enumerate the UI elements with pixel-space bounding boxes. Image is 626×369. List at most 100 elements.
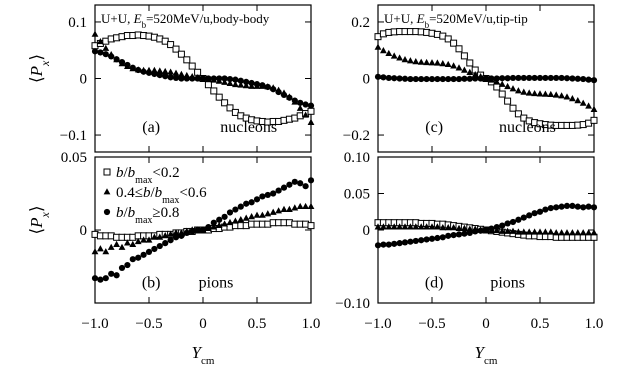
data-point-circle xyxy=(563,75,571,82)
data-point-circle xyxy=(135,254,142,261)
data-point-triangle xyxy=(129,240,137,247)
data-point-triangle xyxy=(439,224,447,231)
data-point-circle xyxy=(385,241,392,248)
data-point-triangle xyxy=(525,228,533,235)
data-point-circle xyxy=(423,236,430,243)
x-axis-label: Ycm xyxy=(192,343,215,367)
data-point-circle xyxy=(307,177,315,184)
data-point-circle xyxy=(526,74,533,82)
data-point-circle xyxy=(108,270,115,277)
data-point-circle xyxy=(91,48,99,55)
data-point-circle xyxy=(172,74,180,82)
data-point-circle xyxy=(199,75,207,82)
data-point-circle xyxy=(97,276,104,283)
data-point-circle xyxy=(264,191,271,199)
data-point-circle xyxy=(455,75,463,83)
data-point-square xyxy=(226,104,234,112)
data-point-circle xyxy=(450,232,457,239)
data-point-circle xyxy=(172,234,180,241)
data-point-circle xyxy=(156,72,163,79)
data-point-triangle xyxy=(574,97,582,104)
legend-marker-circle xyxy=(103,208,111,216)
panel-title: U+U, Eb=520MeV/u,tip-tip xyxy=(384,11,528,30)
x-tick-label: 0 xyxy=(199,316,207,332)
data-point-triangle xyxy=(124,239,131,246)
data-point-triangle xyxy=(156,233,164,240)
y-tick-label: 0.10 xyxy=(344,150,370,166)
data-point-circle xyxy=(259,193,266,200)
data-point-square xyxy=(188,62,196,70)
data-point-triangle xyxy=(461,224,468,231)
data-point-circle xyxy=(248,79,255,87)
data-point-triangle xyxy=(563,93,571,100)
data-point-circle xyxy=(423,75,430,83)
data-point-circle xyxy=(237,203,244,210)
data-point-triangle xyxy=(536,228,544,235)
data-point-circle xyxy=(145,248,153,255)
data-point-circle xyxy=(580,75,587,83)
data-point-triangle xyxy=(407,223,414,230)
legend: b/bmax<0.20.4≤b/bmax<0.6b/bmax≥0.8 xyxy=(103,165,207,226)
data-point-triangle xyxy=(531,228,538,235)
data-point-circle xyxy=(553,74,560,82)
data-point-triangle xyxy=(232,80,239,88)
data-point-triangle xyxy=(585,229,592,236)
data-point-circle xyxy=(270,190,277,197)
data-point-triangle xyxy=(439,60,447,67)
data-point-triangle xyxy=(455,64,463,71)
data-point-triangle xyxy=(226,79,234,86)
data-point-circle xyxy=(493,223,500,231)
x-tick-label: 0.5 xyxy=(531,316,550,332)
data-point-triangle xyxy=(102,248,110,255)
data-point-triangle xyxy=(226,218,234,226)
data-point-circle xyxy=(434,75,441,83)
data-point-circle xyxy=(445,232,452,239)
y-axis-label: ⟨Px⟩ xyxy=(27,54,52,83)
data-point-triangle xyxy=(161,232,169,239)
data-point-circle xyxy=(183,229,190,237)
data-point-triangle xyxy=(585,102,592,109)
data-point-circle xyxy=(307,102,315,109)
data-point-triangle xyxy=(504,227,511,234)
series-triangle xyxy=(374,43,598,112)
data-point-triangle xyxy=(97,245,104,252)
data-point-circle xyxy=(183,75,190,82)
data-point-triangle xyxy=(302,202,309,210)
data-point-circle xyxy=(270,86,277,93)
data-point-circle xyxy=(412,237,419,245)
data-point-circle xyxy=(118,59,126,66)
data-point-circle xyxy=(253,196,261,203)
data-point-triangle xyxy=(264,210,272,217)
data-point-circle xyxy=(536,74,544,82)
data-point-circle xyxy=(140,251,147,258)
data-point-circle xyxy=(515,216,522,223)
data-point-circle xyxy=(302,183,309,190)
data-point-circle xyxy=(542,74,549,82)
data-point-triangle xyxy=(237,215,245,223)
data-point-circle xyxy=(488,75,495,82)
data-point-circle xyxy=(396,240,403,247)
data-point-circle xyxy=(401,75,409,82)
data-point-circle xyxy=(226,75,234,83)
panel-annotation: nucleons xyxy=(499,119,556,136)
data-point-triangle xyxy=(536,90,544,97)
data-point-triangle xyxy=(504,82,511,90)
data-point-triangle xyxy=(380,46,387,54)
data-point-circle xyxy=(280,91,288,98)
data-point-square xyxy=(177,50,185,58)
data-point-circle xyxy=(232,206,239,213)
data-point-triangle xyxy=(134,237,142,245)
data-point-circle xyxy=(102,275,109,282)
x-tick-label: −1.0 xyxy=(364,316,391,332)
data-point-circle xyxy=(509,74,517,82)
data-point-triangle xyxy=(374,223,382,230)
data-point-triangle xyxy=(407,57,414,64)
data-point-triangle xyxy=(118,243,126,250)
data-point-triangle xyxy=(302,111,309,118)
data-point-circle xyxy=(504,75,511,82)
data-point-triangle xyxy=(574,229,582,236)
data-point-triangle xyxy=(569,229,576,236)
legend-marker-square xyxy=(103,168,111,176)
data-point-triangle xyxy=(167,68,174,75)
data-point-triangle xyxy=(237,81,245,88)
